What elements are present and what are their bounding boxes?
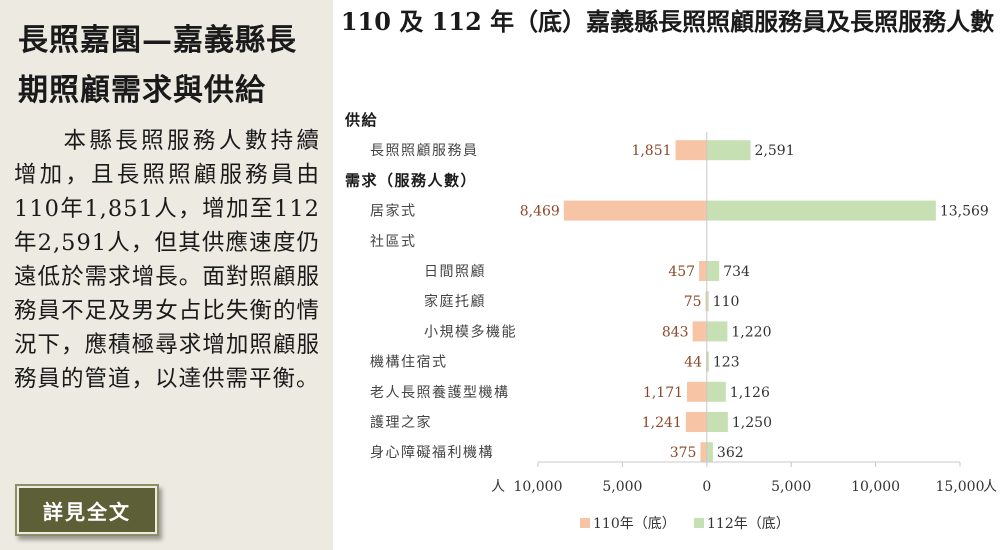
- category-label: 日間照顧: [424, 264, 486, 280]
- x-tick-label: 5,000: [602, 479, 642, 495]
- legend-swatch: [580, 518, 590, 528]
- category-label: 社區式: [370, 234, 417, 250]
- category-label: 需求（服務人數）: [345, 171, 477, 189]
- data-label-112: 734: [723, 264, 750, 280]
- bar-112: [706, 261, 720, 281]
- panel-title: 長照嘉園—嘉義縣長期照顧需求與供給: [18, 23, 297, 108]
- read-full-text-button[interactable]: 詳見全文: [19, 488, 155, 532]
- bar-112: [706, 442, 713, 463]
- category-label: 居家式: [370, 203, 417, 220]
- x-axis-unit-right: 人: [983, 479, 997, 495]
- data-label-110: 843: [662, 324, 689, 340]
- category-label: 家庭托顧: [424, 293, 486, 310]
- bar-112: [706, 140, 751, 161]
- data-label-112: 1,220: [731, 324, 771, 340]
- data-label-112: 13,569: [940, 204, 989, 220]
- category-label: 護理之家: [370, 414, 432, 431]
- bar-112: [706, 412, 728, 432]
- bar-112: [706, 291, 709, 312]
- x-tick-label: 0: [702, 479, 711, 495]
- data-label-112: 123: [713, 355, 740, 371]
- bar-110: [563, 200, 707, 221]
- x-tick-label: 15,000: [936, 479, 985, 495]
- bar-112: [706, 200, 936, 221]
- category-label: 小規模多機能: [424, 323, 517, 340]
- bar-112: [706, 321, 728, 342]
- legend-entry: 112年（底）: [707, 516, 790, 532]
- data-label-110: 8,469: [520, 204, 560, 220]
- bar-112: [706, 351, 709, 372]
- data-label-112: 362: [717, 445, 744, 461]
- category-label: 長照照顧服務員: [370, 143, 479, 159]
- legend-entry: 110年（底）: [593, 516, 676, 532]
- data-label-110: 44: [684, 355, 702, 371]
- x-tick-label: 10,000: [514, 479, 563, 495]
- chart-title: 110 及 112 年（底）嘉義縣長照照顧服務員及長照服務人數: [340, 7, 995, 36]
- panel-body-text: 本縣長照服務人數持續增加，且長照照顧服務員由110年1,851人，增加至112年…: [14, 128, 320, 392]
- data-label-110: 1,851: [631, 143, 671, 159]
- summary-panel: 長照嘉園—嘉義縣長期照顧需求與供給 本縣長照服務人數持續增加，且長照照顧服務員由…: [0, 0, 333, 550]
- data-label-110: 75: [684, 294, 702, 310]
- bar-110: [687, 381, 707, 402]
- x-tick-label: 5,000: [771, 479, 811, 495]
- category-label: 供給: [344, 111, 378, 129]
- bar-110: [675, 140, 707, 161]
- x-tick-label: 10,000: [851, 479, 900, 495]
- data-label-110: 457: [668, 264, 695, 280]
- category-label: 機構住宿式: [370, 354, 448, 371]
- data-label-110: 1,171: [643, 385, 683, 401]
- data-label-112: 1,126: [730, 385, 770, 401]
- x-axis-unit-left: 人: [491, 479, 505, 495]
- category-label: 身心障礙福利機構: [370, 445, 494, 461]
- bar-110: [699, 261, 707, 281]
- data-label-110: 1,241: [642, 415, 682, 431]
- category-label: 老人長照養護型機構: [370, 384, 510, 401]
- bar-112: [706, 381, 726, 402]
- legend-swatch: [694, 518, 704, 528]
- bar-110: [685, 412, 707, 432]
- data-label-112: 110: [713, 294, 740, 310]
- data-label-112: 2,591: [755, 143, 795, 159]
- bar-110: [705, 291, 708, 312]
- bar-110: [692, 321, 707, 342]
- data-label-110: 375: [670, 445, 697, 461]
- data-label-112: 1,250: [732, 415, 772, 431]
- bar-110: [700, 442, 707, 463]
